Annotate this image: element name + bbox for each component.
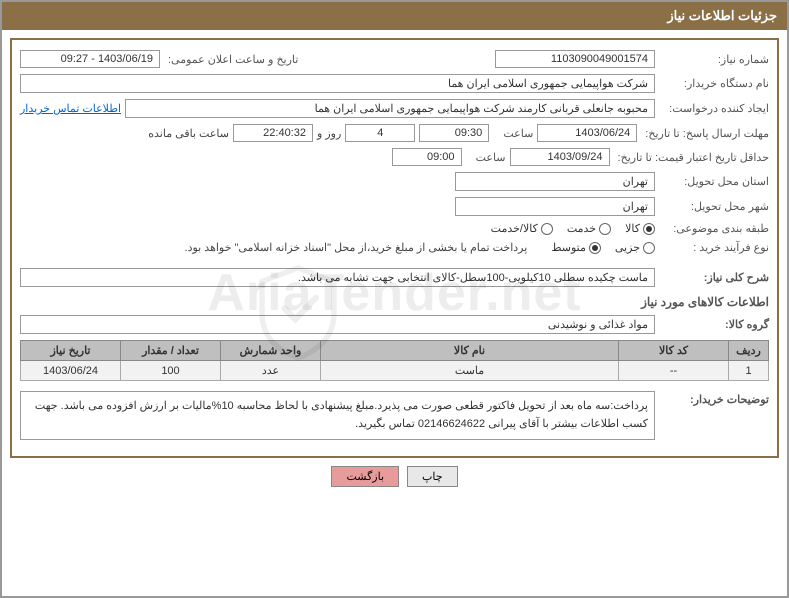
process-label: نوع فرآیند خرید : xyxy=(659,241,769,254)
group-field: مواد غذائی و نوشیدنی xyxy=(20,315,655,334)
button-row: چاپ بازگشت xyxy=(2,466,787,487)
province-label: استان محل تحویل: xyxy=(659,175,769,188)
buyer-notes-label: توضیحات خریدار: xyxy=(659,387,769,406)
page-title: جزئیات اطلاعات نیاز xyxy=(667,8,777,23)
req-no-label: شماره نیاز: xyxy=(659,53,769,66)
payment-note: پرداخت تمام یا بخشی از مبلغ خرید،از محل … xyxy=(185,241,528,254)
radio-goods[interactable]: کالا xyxy=(625,222,655,235)
creator-label: ایجاد کننده درخواست: xyxy=(659,102,769,115)
radio-partial[interactable]: جزیی xyxy=(615,241,655,254)
deadline-time-field: 09:30 xyxy=(419,124,489,142)
radio-dot-icon xyxy=(589,242,601,254)
process-radio-group: جزیی متوسط xyxy=(551,241,655,254)
buyer-org-label: نام دستگاه خریدار: xyxy=(659,77,769,90)
goods-section-label: اطلاعات کالاهای مورد نیاز xyxy=(20,295,769,309)
contact-link[interactable]: اطلاعات تماس خریدار xyxy=(20,102,121,115)
days-field: 4 xyxy=(345,124,415,142)
buyer-notes-box: پرداخت:سه ماه بعد از تحویل فاکتور قطعی ص… xyxy=(20,391,655,440)
category-label: طبقه بندی موضوعی: xyxy=(659,222,769,235)
goods-table: ردیف کد کالا نام کالا واحد شمارش تعداد /… xyxy=(20,340,769,381)
buyer-org-field: شرکت هواپیمایی جمهوری اسلامی ایران هما xyxy=(20,74,655,93)
back-button[interactable]: بازگشت xyxy=(331,466,399,487)
validity-label: حداقل تاریخ اعتبار قیمت: تا تاریخ: xyxy=(614,151,769,164)
announce-field: 1403/06/19 - 09:27 xyxy=(20,50,160,68)
th-qty: تعداد / مقدار xyxy=(121,341,221,361)
city-field: تهران xyxy=(455,197,655,216)
th-date: تاریخ نیاز xyxy=(21,341,121,361)
th-code: کد کالا xyxy=(619,341,729,361)
req-no-field: 1103090049001574 xyxy=(495,50,655,68)
city-label: شهر محل تحویل: xyxy=(659,200,769,213)
days-label: روز و xyxy=(317,127,341,140)
th-name: نام کالا xyxy=(321,341,619,361)
countdown-field: 22:40:32 xyxy=(233,124,313,142)
radio-medium[interactable]: متوسط xyxy=(551,241,601,254)
remaining-label: ساعت باقی مانده xyxy=(148,127,229,140)
radio-dot-icon xyxy=(643,242,655,254)
validity-date-field: 1403/09/24 xyxy=(510,148,610,166)
deadline-label: مهلت ارسال پاسخ: تا تاریخ: xyxy=(641,127,769,140)
general-desc-field: ماست چکیده سطلی 10کیلویی-100سطل-کالای ان… xyxy=(20,268,655,287)
time-label-1: ساعت xyxy=(493,127,533,140)
radio-dot-icon xyxy=(541,223,553,235)
content-panel: شماره نیاز: 1103090049001574 تاریخ و ساع… xyxy=(10,38,779,458)
radio-dot-icon xyxy=(643,223,655,235)
group-label: گروه کالا: xyxy=(659,318,769,331)
radio-dot-icon xyxy=(599,223,611,235)
general-label: شرح کلی نیاز: xyxy=(659,271,769,284)
title-bar: جزئیات اطلاعات نیاز xyxy=(2,2,787,30)
deadline-date-field: 1403/06/24 xyxy=(537,124,637,142)
th-row: ردیف xyxy=(729,341,769,361)
table-row: 1 -- ماست عدد 100 1403/06/24 xyxy=(21,361,769,381)
radio-service[interactable]: خدمت xyxy=(567,222,611,235)
th-unit: واحد شمارش xyxy=(221,341,321,361)
time-label-2: ساعت xyxy=(466,151,506,164)
province-field: تهران xyxy=(455,172,655,191)
category-radio-group: کالا خدمت کالا/خدمت xyxy=(491,222,655,235)
validity-time-field: 09:00 xyxy=(392,148,462,166)
radio-both[interactable]: کالا/خدمت xyxy=(491,222,553,235)
creator-field: محبوبه جانعلی قربانی کارمند شرکت هواپیما… xyxy=(125,99,655,118)
announce-label: تاریخ و ساعت اعلان عمومی: xyxy=(164,53,298,66)
print-button[interactable]: چاپ xyxy=(407,466,458,487)
